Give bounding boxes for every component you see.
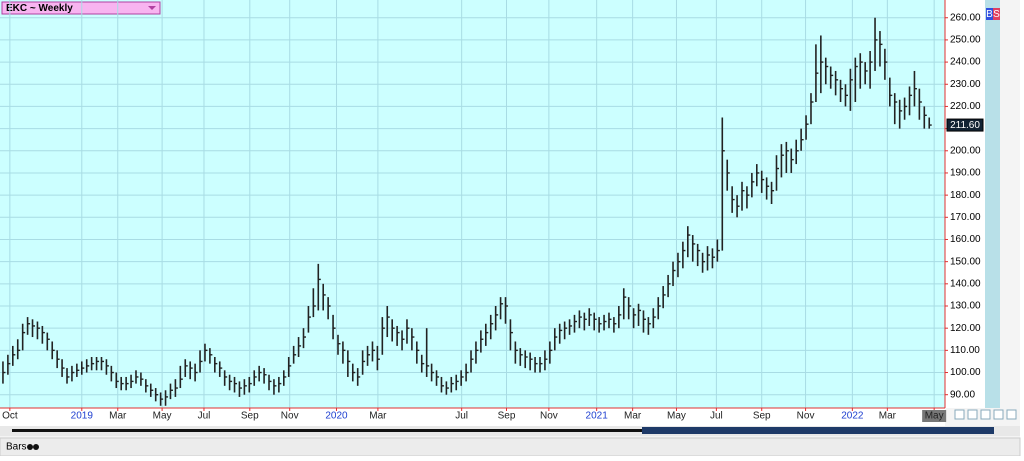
x-tick-label: Jul: [710, 411, 723, 422]
x-tick-label: Mar: [624, 411, 642, 422]
tool-button[interactable]: [967, 409, 978, 420]
y-tick-label: 240.00: [950, 57, 981, 68]
x-tick-label: Mar: [879, 411, 897, 422]
tool-button[interactable]: [1006, 409, 1017, 420]
y-tick-label: 160.00: [950, 234, 981, 245]
tool-button[interactable]: [993, 409, 1004, 420]
sell-label: S: [993, 9, 1000, 20]
y-tick-label: 180.00: [950, 190, 981, 201]
x-tick-highlight: [922, 410, 947, 422]
x-tick-label: May: [667, 411, 686, 422]
scrollbar-thumb[interactable]: [642, 427, 994, 434]
title-box[interactable]: [1, 1, 161, 15]
time-axis: [0, 408, 945, 426]
x-tick-label: Mar: [369, 411, 387, 422]
mode-icon[interactable]: [27, 444, 33, 450]
x-tick-label: Sep: [498, 411, 516, 422]
y-tick-label: 110.00: [950, 345, 980, 356]
y-tick-label: 170.00: [950, 212, 981, 223]
side-panel: [985, 0, 1000, 408]
x-tick-label: Jul: [198, 411, 211, 422]
x-tick-label: Nov: [797, 411, 815, 422]
sell-button[interactable]: [993, 8, 1000, 20]
x-tick-label: Mar: [109, 411, 127, 422]
last-price-box: [946, 118, 984, 132]
y-tick-label: 230.00: [950, 79, 981, 90]
y-tick-label: 150.00: [950, 256, 981, 267]
status-bar: [0, 437, 1021, 457]
x-tick-label: 2020: [325, 411, 348, 422]
y-tick-label: 190.00: [950, 168, 981, 179]
price-axis: [945, 0, 985, 408]
last-price-label: 211.60: [950, 120, 980, 131]
x-tick-label: Sep: [241, 411, 259, 422]
y-tick-label: 200.00: [950, 145, 981, 156]
x-tick-label: May: [153, 411, 172, 422]
x-tick-label: May: [925, 411, 944, 422]
dropdown-arrow[interactable]: [148, 6, 156, 10]
y-tick-label: 220.00: [950, 101, 981, 112]
y-tick-label: 140.00: [950, 278, 981, 289]
y-tick-label: 260.00: [950, 12, 981, 23]
y-tick-label: 100.00: [950, 367, 981, 378]
x-tick-label: Sep: [753, 411, 771, 422]
chart-title: EKC ~ Weekly: [6, 3, 73, 14]
toolbar-icons: [954, 409, 1017, 420]
x-tick-label: Nov: [281, 411, 299, 422]
y-tick-label: 250.00: [950, 35, 981, 46]
plot-area: [0, 0, 945, 408]
x-tick-label: 2021: [586, 411, 609, 422]
tool-button[interactable]: [980, 409, 991, 420]
y-tick-label: 130.00: [950, 301, 981, 312]
x-tick-label: Oct: [2, 411, 18, 422]
chart-mode: Bars: [6, 442, 27, 453]
y-tick-label: 120.00: [950, 323, 981, 334]
scrollbar-line: [12, 429, 994, 432]
mode-icon[interactable]: [33, 444, 39, 450]
tool-button[interactable]: [954, 409, 965, 420]
buy-button[interactable]: [986, 8, 993, 20]
x-tick-label: 2022: [841, 411, 864, 422]
y-tick-label: 90.00: [950, 389, 975, 400]
buy-label: B: [986, 9, 993, 20]
x-tick-label: Nov: [540, 411, 558, 422]
x-tick-label: Jul: [455, 411, 468, 422]
x-tick-label: 2019: [71, 411, 94, 422]
